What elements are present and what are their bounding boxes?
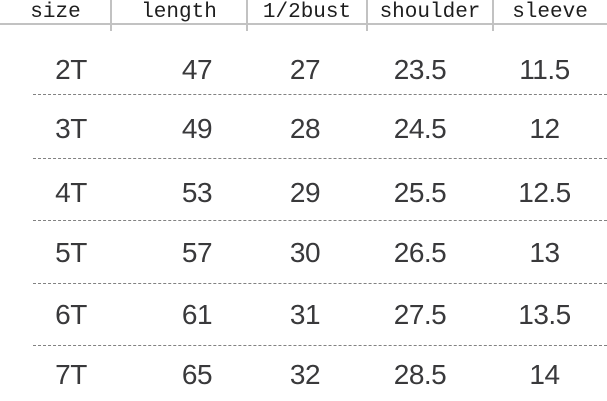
cell-size: 5T — [55, 237, 87, 268]
cell-sleeve: 12 — [529, 112, 560, 144]
cell-bust: 29 — [289, 176, 321, 208]
cell-length: 47 — [181, 54, 213, 85]
cell-shoulder: 23.5 — [393, 54, 447, 85]
table-row-4t: 4T 53 29 25.5 12.5 — [0, 158, 607, 220]
table-row-2t: 2T 47 27 23.5 11.5 — [0, 25, 607, 94]
header-cell-shoulder: shoulder — [379, 1, 481, 24]
cell-size: 2T — [55, 54, 87, 85]
header-cell-length: length — [141, 1, 217, 24]
column-divider — [366, 0, 368, 31]
cell-shoulder: 24.5 — [393, 112, 447, 144]
column-divider — [492, 0, 494, 31]
table-row-6t: 6T 61 31 27.5 13.5 — [0, 283, 607, 345]
table-row-3t: 3T 49 28 24.5 12 — [0, 94, 607, 158]
cell-bust: 28 — [289, 112, 321, 144]
column-divider — [110, 0, 112, 31]
cell-length: 53 — [181, 176, 213, 208]
cell-length: 49 — [181, 112, 213, 144]
header-cell-size: size — [30, 1, 81, 24]
header-row: size length 1/2bust shoulder sleeve — [0, 0, 607, 25]
table-row-7t: 7T 65 32 28.5 14 — [0, 345, 607, 399]
cell-size: 6T — [55, 298, 87, 330]
cell-sleeve: 13 — [529, 237, 560, 268]
column-divider — [246, 0, 248, 31]
cell-length: 61 — [181, 298, 213, 330]
cell-shoulder: 25.5 — [393, 176, 447, 208]
header-cell-sleeve: sleeve — [512, 1, 588, 24]
cell-bust: 31 — [289, 298, 321, 330]
cell-bust: 30 — [289, 237, 321, 268]
cell-size: 4T — [55, 176, 87, 208]
cell-length: 65 — [181, 358, 213, 390]
cell-bust: 27 — [289, 54, 321, 85]
cell-bust: 32 — [289, 358, 321, 390]
cell-sleeve: 14 — [529, 358, 560, 390]
table-row-5t: 5T 57 30 26.5 13 — [0, 220, 607, 283]
cell-shoulder: 26.5 — [393, 237, 447, 268]
cell-shoulder: 27.5 — [393, 298, 447, 330]
cell-size: 3T — [55, 112, 87, 144]
table-body: 2T 47 27 23.5 11.5 3T 49 28 24.5 12 4T 5… — [0, 25, 607, 399]
header-cell-bust: 1/2bust — [262, 1, 352, 24]
cell-sleeve: 11.5 — [519, 54, 570, 85]
cell-length: 57 — [181, 237, 213, 268]
cell-sleeve: 12.5 — [518, 176, 571, 208]
cell-sleeve: 13.5 — [518, 298, 571, 330]
cell-shoulder: 28.5 — [393, 358, 447, 390]
cell-size: 7T — [55, 358, 87, 390]
